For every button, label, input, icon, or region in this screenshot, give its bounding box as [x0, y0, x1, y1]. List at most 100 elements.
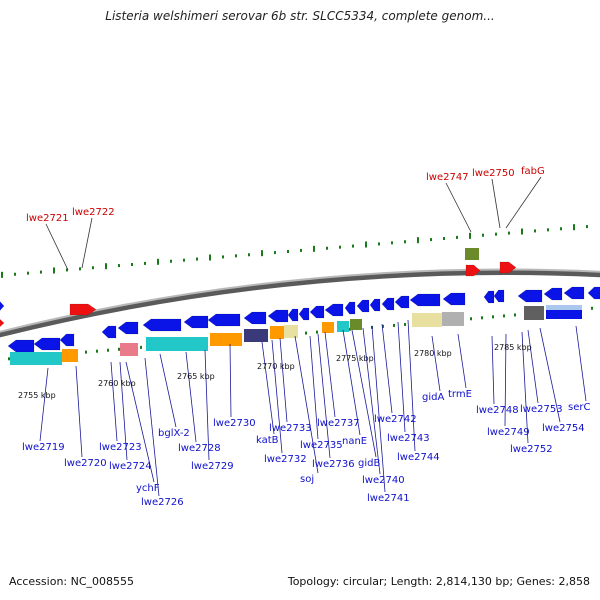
cog-box [10, 352, 62, 365]
gene-arrow [183, 315, 209, 329]
gene-arrow [207, 313, 241, 327]
scale-label: 2785 kbp [494, 343, 532, 352]
leader-line [204, 349, 210, 461]
leader-line [431, 335, 441, 392]
backbone-line-dark [0, 270, 600, 338]
gene-label: gidB [358, 458, 380, 469]
leader-line [324, 331, 336, 418]
cog-box [120, 343, 138, 356]
gene-labels: 2755 kbp 2760 kbp 2765 kbp 2770 kbp 2775 kbp… [18, 166, 590, 508]
leader-line [261, 341, 275, 435]
outer-dot [144, 261, 146, 265]
outer-dot [495, 232, 497, 236]
gene-label: lwe2730 [213, 418, 256, 429]
outer-dot [443, 237, 445, 240]
gene-label: lwe2752 [510, 444, 553, 455]
gene-label: lwe2742 [374, 414, 417, 425]
leader-line [505, 176, 542, 229]
cog-box [146, 337, 208, 351]
outer-dot [14, 272, 16, 276]
gene-arrow [483, 290, 495, 304]
outer-dot [521, 228, 523, 235]
outer-dot [261, 250, 263, 257]
gene-label: fabG [521, 166, 545, 177]
inner-tick [481, 316, 483, 320]
outer-dot [430, 238, 432, 242]
outer-dot [508, 231, 510, 235]
cog-box [524, 306, 544, 320]
gene-arrow [344, 301, 356, 315]
inner-tick [492, 315, 494, 319]
outer-dot [92, 266, 94, 270]
leader-line [39, 367, 49, 442]
gene-arrow [493, 289, 505, 303]
outer-dot [1, 271, 3, 278]
gene-label: lwe2749 [487, 427, 530, 438]
gene-arrow [0, 301, 5, 311]
genome-summary-text: Topology: circular; Length: 2,814,130 bp… [287, 575, 590, 588]
inner-tick [85, 350, 87, 354]
leader-line [407, 319, 416, 452]
cog-box [412, 313, 442, 327]
gene-arrow [267, 309, 289, 323]
outer-dot [131, 263, 133, 266]
outer-dot [352, 244, 354, 248]
gene-label: lwe2733 [269, 423, 312, 434]
inner-tick [514, 313, 516, 317]
cog-box [270, 326, 284, 339]
outer-dot [287, 250, 289, 253]
leader-line [539, 327, 561, 423]
cog-box [210, 333, 242, 346]
gene-label: lwe2754 [542, 423, 585, 434]
leader-line [521, 331, 529, 444]
gene-label: lwe2720 [64, 458, 107, 469]
gene-arrow [243, 311, 267, 325]
inner-tick [503, 314, 505, 318]
genome-title: Listeria welshimeri serovar 6b str. SLCC… [105, 9, 495, 23]
leader-line [309, 335, 319, 440]
inner-tick [118, 347, 120, 351]
outer-dot [339, 245, 341, 249]
leader-line [144, 357, 160, 497]
outer-dot [365, 241, 367, 248]
gene-arrow [587, 286, 600, 300]
gene-label: lwe2747 [426, 172, 469, 183]
outer-dot [534, 229, 536, 233]
outer-dot [183, 258, 185, 262]
outer-dot [170, 259, 172, 263]
leader-line [294, 335, 319, 474]
gene-arrow [0, 318, 5, 328]
leader-line [125, 361, 155, 483]
cog-box [244, 329, 268, 342]
gene-label: lwe2722 [72, 207, 115, 218]
leader-line [491, 335, 495, 405]
cog-box [284, 325, 298, 338]
gene-label: lwe2750 [472, 168, 515, 179]
gene-label: gidA [422, 392, 444, 403]
scale-label: 2770 kbp [257, 362, 295, 371]
inner-tick [393, 323, 395, 327]
gene-label: lwe2729 [191, 461, 234, 472]
gene-arrow [543, 287, 563, 301]
leader-line [371, 325, 386, 493]
scale-label: 2765 kbp [177, 372, 215, 381]
outer-dot [53, 267, 55, 274]
outer-dot [248, 253, 250, 257]
accession-text: Accession: NC_008555 [9, 575, 135, 588]
gene-arrow [33, 337, 61, 351]
leader-line [317, 333, 331, 459]
leader-line [445, 182, 472, 233]
leader-line [110, 361, 118, 442]
leader-line [119, 361, 128, 461]
gene-label: lwe2721 [26, 213, 69, 224]
gene-track [0, 261, 600, 353]
gene-label: lwe2719 [22, 442, 65, 453]
gene-arrow [442, 292, 466, 306]
outer-dot [326, 246, 328, 250]
inner-tick [470, 317, 472, 321]
gene-arrow [69, 303, 97, 316]
leader-line [397, 321, 406, 433]
gene-label: lwe2723 [99, 442, 142, 453]
gene-label: lwe2744 [397, 452, 440, 463]
gene-label: lwe2724 [109, 461, 152, 472]
